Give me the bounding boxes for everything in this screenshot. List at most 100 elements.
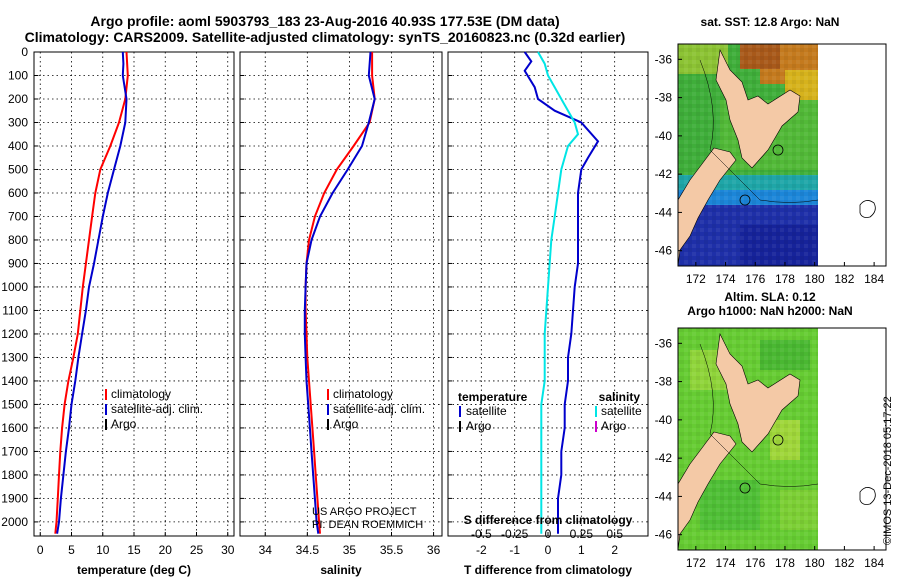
legend-label: climatology	[333, 387, 393, 401]
credit-line1: US ARGO PROJECT	[312, 506, 417, 518]
x-axis-label: T difference from climatology	[464, 563, 632, 577]
depth-axis: 0 100 200 300 400 500 600 700 800 900 1000 1100 1200…	[1, 45, 28, 529]
depth-tick-label: 100	[8, 68, 28, 82]
sla-map-axes: 172 174 176 178 180 182 184 -36 -38 -40 -42 -44 -46	[655, 336, 885, 570]
x-axis-label: temperature (deg C)	[77, 563, 191, 577]
x-tick-label: 36	[427, 543, 441, 557]
series-line-satellite-salinity	[537, 51, 580, 534]
s-difference-label: S difference from climatology	[464, 513, 633, 527]
depth-tick-label: 300	[8, 115, 28, 129]
lon-tick-label: 182	[834, 272, 854, 286]
lat-tick-label: -40	[655, 413, 673, 427]
lon-tick-label: 182	[834, 556, 854, 570]
depth-tick-label: 1200	[1, 327, 28, 341]
legend-title-temperature: temperature	[458, 390, 528, 404]
lon-tick-label: 178	[775, 272, 795, 286]
lon-tick-label: 174	[716, 272, 736, 286]
s-tick-label: -0.5	[471, 527, 492, 541]
sla-map-title2: Argo h1000: NaN h2000: NaN	[687, 304, 852, 318]
depth-tick-label: 900	[8, 256, 28, 270]
series-line-climatology	[304, 52, 376, 534]
x-tick-label: 2	[611, 543, 618, 557]
x-tick-label: 20	[159, 543, 173, 557]
depth-tick-label: 1300	[1, 350, 28, 364]
legend-label: Argo	[601, 419, 627, 433]
legend-label: Argo	[333, 417, 359, 431]
series-line-satellite-adj-clim-	[56, 51, 128, 534]
s-tick-label: 0.25	[570, 527, 594, 541]
depth-tick-label: 0	[21, 45, 28, 59]
x-tick-label: 0	[545, 543, 552, 557]
lat-tick-label: -38	[655, 91, 673, 105]
legend-label: Argo	[111, 417, 137, 431]
depth-tick-label: 2000	[1, 515, 28, 529]
depth-tick-label: 1000	[1, 280, 28, 294]
legend-title-salinity: salinity	[599, 390, 641, 404]
figure-title-line2: Climatology: CARS2009. Satellite-adjuste…	[25, 29, 626, 45]
lat-tick-label: -46	[655, 528, 673, 542]
x-tick-label: 15	[127, 543, 141, 557]
x-tick-label: 1	[578, 543, 585, 557]
x-tick-label: 10	[96, 543, 110, 557]
lon-tick-label: 184	[864, 272, 884, 286]
depth-tick-label: 1800	[1, 468, 28, 482]
series-line-climatology	[54, 51, 129, 534]
x-axis-label: salinity	[320, 563, 362, 577]
s-tick-label: 0.5	[606, 527, 623, 541]
x-tick-label: 5	[68, 543, 75, 557]
lon-tick-label: 184	[864, 556, 884, 570]
sst-map: sat. SST: 12.8 Argo: NaN 172 174 176 178 1	[655, 15, 887, 286]
depth-tick-label: 1400	[1, 374, 28, 388]
x-tick-label: 35.5	[380, 543, 404, 557]
depth-tick-label: 400	[8, 139, 28, 153]
lat-tick-label: -46	[655, 244, 673, 258]
lon-tick-label: 172	[686, 272, 706, 286]
legend-label: satellite	[466, 404, 507, 418]
lat-tick-label: -42	[655, 167, 673, 181]
imos-watermark: ©IMOS 13-Dec-2018 05:17:22	[882, 396, 894, 545]
x-tick-label: 30	[221, 543, 235, 557]
lon-tick-label: 180	[805, 272, 825, 286]
depth-tick-label: 200	[8, 92, 28, 106]
sst-map-title: sat. SST: 12.8 Argo: NaN	[701, 15, 840, 29]
series-line-satellite-temperature	[523, 51, 600, 534]
series-line-satellite-adj-clim-	[303, 51, 376, 534]
depth-tick-label: 1700	[1, 444, 28, 458]
figure-title-line1: Argo profile: aoml 5903793_183 23-Aug-20…	[90, 13, 559, 29]
salinity-panel: 34 34.5 35 35.5 36 salinity climatologysatelli…	[239, 51, 443, 577]
sla-map-title1: Altim. SLA: 0.12	[724, 290, 816, 304]
sst-map-axes: 172 174 176 178 180 182 184 -36 -38 -40 -42 -44 -46	[655, 52, 885, 286]
s-tick-label: 0	[545, 527, 552, 541]
depth-tick-label: 1600	[1, 421, 28, 435]
lat-tick-label: -44	[655, 489, 673, 503]
lat-tick-label: -44	[655, 205, 673, 219]
x-tick-label: -2	[476, 543, 487, 557]
depth-tick-label: 1100	[2, 303, 28, 317]
credit-line2: PI: DEAN ROEMMICH	[312, 519, 423, 531]
lon-tick-label: 176	[745, 556, 765, 570]
x-tick-label: 34	[259, 543, 273, 557]
difference-panel: -2 -1 0 1 2 T difference from climatology temp…	[447, 51, 649, 577]
plot-frame	[239, 51, 443, 537]
sla-map: Altim. SLA: 0.12 Argo h1000: NaN h2000: …	[655, 290, 887, 570]
depth-tick-label: 600	[8, 186, 28, 200]
lat-tick-label: -40	[655, 129, 673, 143]
legend-label: satellite-adj. clim.	[333, 402, 425, 416]
legend-label: satellite	[601, 404, 642, 418]
x-tick-label: 25	[190, 543, 204, 557]
legend-label: Argo	[466, 419, 492, 433]
x-tick-label: 0	[37, 543, 44, 557]
x-tick-label: -1	[509, 543, 520, 557]
depth-tick-label: 500	[8, 162, 28, 176]
lon-tick-label: 172	[686, 556, 706, 570]
legend-label: satellite-adj. clim.	[111, 402, 203, 416]
depth-tick-label: 1500	[1, 397, 28, 411]
lon-tick-label: 176	[745, 272, 765, 286]
lon-tick-label: 174	[716, 556, 736, 570]
lat-tick-label: -42	[655, 451, 673, 465]
lat-tick-label: -36	[655, 336, 673, 350]
temperature-panel: 0 5 10 15 20 25 30 temperature (deg C) climatolo…	[33, 51, 235, 577]
s-tick-label: -0.25	[501, 527, 529, 541]
x-tick-label: 35	[343, 543, 357, 557]
